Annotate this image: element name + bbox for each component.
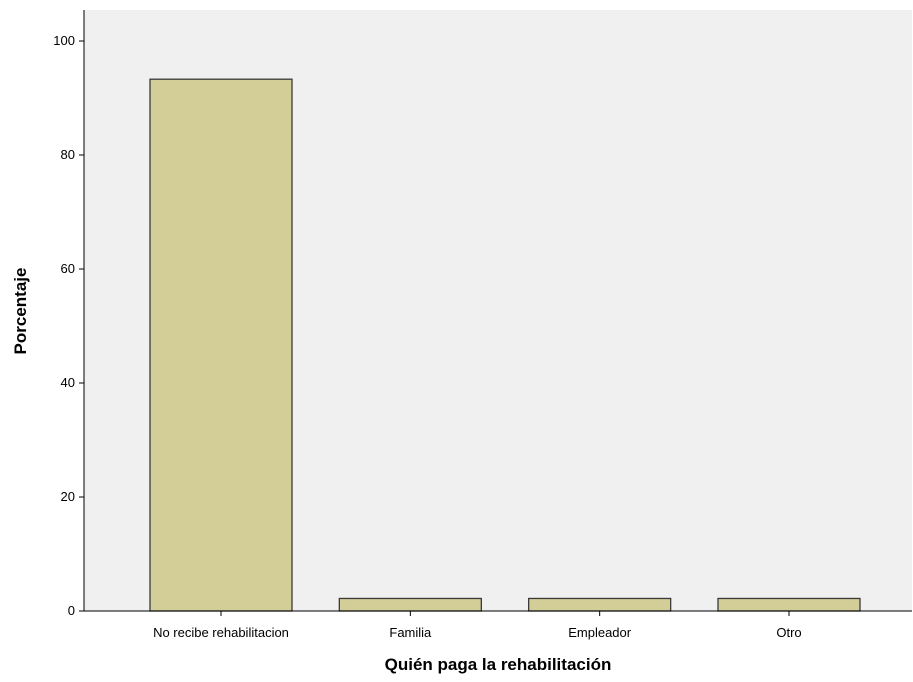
bar-3 bbox=[717, 597, 861, 612]
bar-0 bbox=[149, 78, 293, 612]
x-tick-label: No recibe rehabilitacion bbox=[153, 625, 289, 640]
y-tick-label: 20 bbox=[61, 489, 75, 504]
y-tick-label: 60 bbox=[61, 261, 75, 276]
x-tick-label: Familia bbox=[389, 625, 432, 640]
bars bbox=[149, 78, 861, 612]
y-tick-label: 0 bbox=[68, 603, 75, 618]
x-axis-title: Quién paga la rehabilitación bbox=[385, 655, 612, 674]
bar-1 bbox=[338, 597, 482, 612]
y-tick-label: 40 bbox=[61, 375, 75, 390]
y-axis-ticks: 0 20 40 60 80 100 bbox=[53, 33, 84, 618]
bar-2 bbox=[528, 597, 672, 612]
y-axis-title: Porcentaje bbox=[11, 268, 30, 355]
y-tick-label: 100 bbox=[53, 33, 75, 48]
x-tick-label: Otro bbox=[776, 625, 801, 640]
y-tick-label: 80 bbox=[61, 147, 75, 162]
x-axis-ticks: No recibe rehabilitacion Familia Empleador… bbox=[153, 611, 802, 640]
x-tick-label: Empleador bbox=[568, 625, 632, 640]
